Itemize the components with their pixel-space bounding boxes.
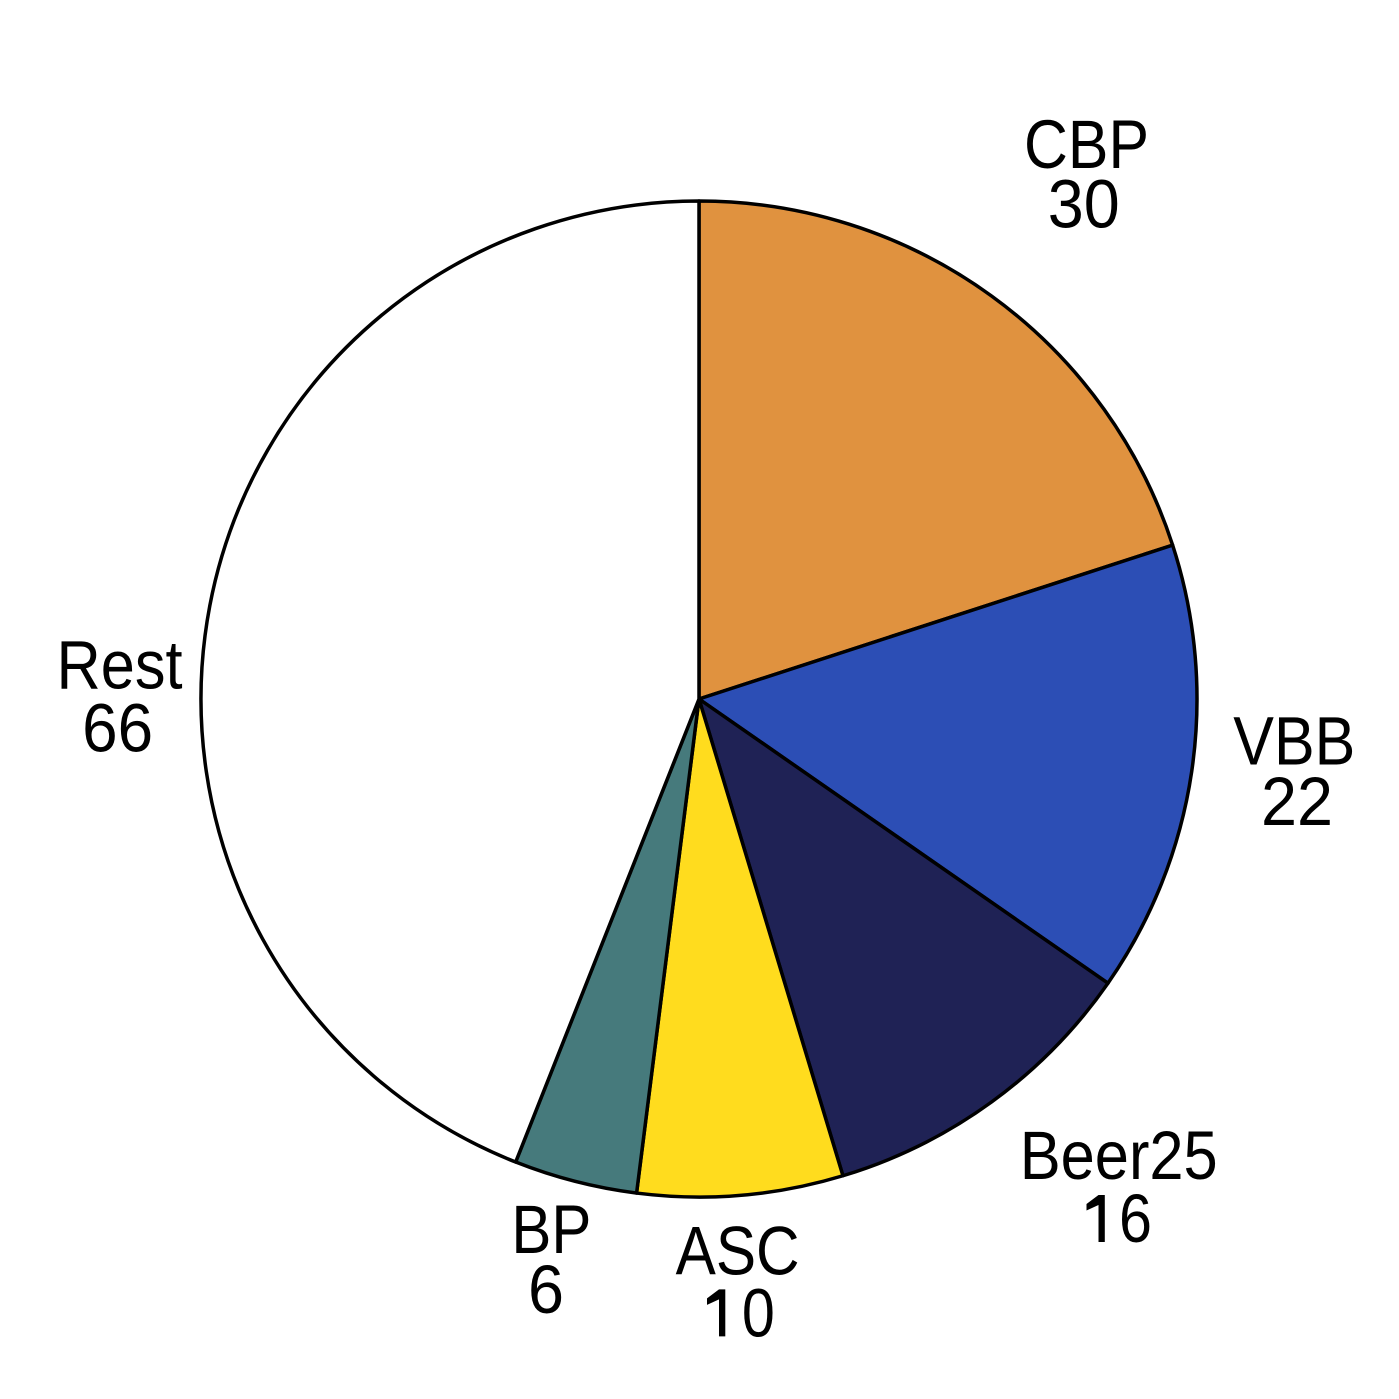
svg-text:ASC: ASC — [676, 1213, 800, 1290]
svg-text:66: 66 — [82, 690, 153, 767]
svg-text:BP: BP — [511, 1191, 591, 1268]
svg-text:Rest: Rest — [57, 626, 183, 703]
svg-text:CBP: CBP — [1024, 106, 1149, 183]
svg-text:22: 22 — [1261, 763, 1333, 840]
svg-text:30: 30 — [1048, 166, 1120, 243]
svg-text:6: 6 — [1119, 1180, 1152, 1257]
svg-text:6: 6 — [528, 1251, 564, 1328]
svg-text:Beer25: Beer25 — [1020, 1117, 1218, 1194]
svg-text:VBB: VBB — [1233, 703, 1355, 780]
svg-text:0: 0 — [742, 1274, 775, 1351]
